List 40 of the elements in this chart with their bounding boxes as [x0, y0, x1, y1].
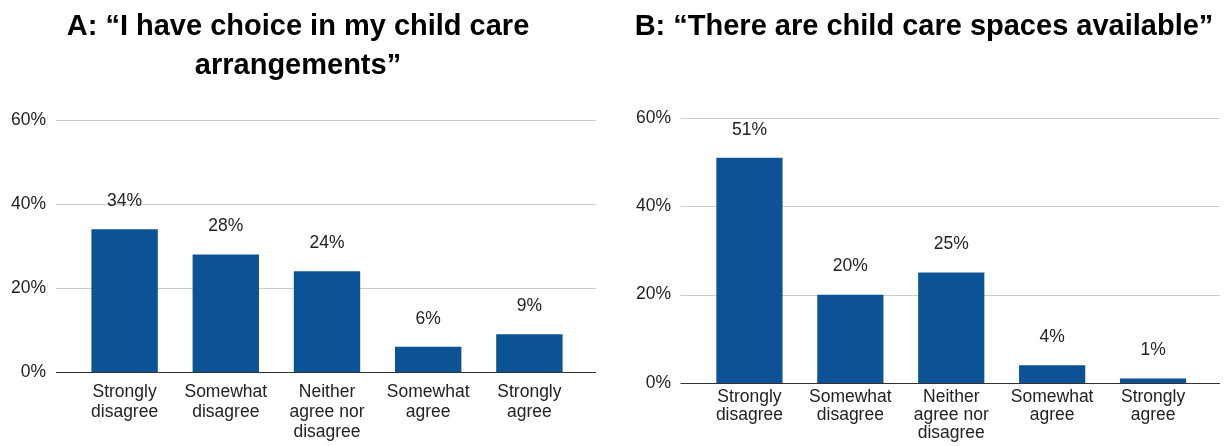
bar [496, 334, 563, 372]
data-label: 4% [1039, 326, 1065, 347]
y-tick-label: 40% [635, 195, 671, 216]
x-tick-label: Neither agree nor disagree [913, 385, 989, 442]
x-tick-label: Neither agree nor disagree [289, 380, 365, 441]
x-tick-label: Strongly disagree [715, 385, 784, 424]
bar [395, 346, 462, 372]
y-tick-label: 60% [635, 106, 671, 127]
bar [192, 254, 259, 372]
y-tick-label: 0% [20, 360, 46, 381]
data-label: 6% [415, 307, 441, 328]
x-tick-label: Strongly agree [497, 380, 562, 421]
y-tick-label: 60% [10, 108, 46, 129]
x-tick-label: Somewhat agree [1010, 385, 1094, 424]
bar [1019, 365, 1086, 383]
data-label: 9% [516, 295, 543, 316]
data-label: 24% [309, 232, 345, 253]
y-tick-label: 20% [635, 283, 671, 304]
y-tick-label: 0% [645, 371, 671, 392]
data-label: 20% [832, 255, 868, 276]
chart-title: A: “I have choice in my child care arrangements” [65, 8, 531, 82]
bar [91, 229, 158, 372]
bar [918, 272, 985, 383]
x-tick-label: Strongly disagree [91, 380, 159, 421]
bar [1119, 378, 1187, 383]
data-label: 1% [1140, 339, 1166, 360]
data-label: 51% [731, 118, 767, 139]
data-label: 34% [107, 190, 143, 211]
bar [293, 271, 361, 372]
x-tick-label: Somewhat agree [386, 380, 470, 421]
data-label: 25% [933, 233, 969, 254]
chart-title: B: “There are child care spaces available” [633, 8, 1215, 43]
x-tick-label: Somewhat disagree [184, 380, 268, 421]
y-tick-label: 40% [10, 192, 46, 213]
data-label: 28% [208, 215, 244, 236]
x-tick-label: Somewhat disagree [809, 385, 892, 424]
bar [716, 157, 783, 383]
y-tick-label: 20% [10, 276, 46, 297]
bar [817, 294, 884, 383]
x-tick-label: Strongly agree [1120, 385, 1186, 424]
